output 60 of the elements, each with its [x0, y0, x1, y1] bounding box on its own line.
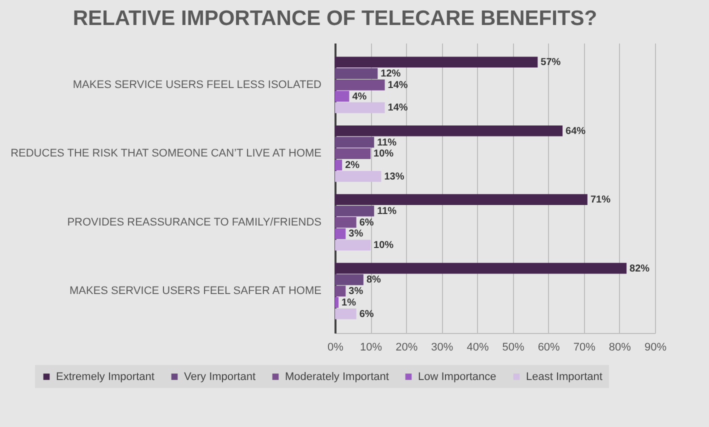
chart-title: RELATIVE IMPORTANCE OF TELECARE BENEFITS?	[72, 7, 598, 30]
data-label: 10%	[374, 240, 394, 252]
data-label: 12%	[380, 68, 401, 80]
data-label: 71%	[590, 194, 611, 206]
bar	[335, 102, 385, 114]
data-label: 3%	[348, 286, 364, 298]
bar	[335, 286, 346, 296]
x-tick-label: 90%	[644, 342, 667, 354]
data-label: 6%	[359, 308, 374, 320]
bar	[335, 262, 627, 274]
x-tick-label: 40%	[466, 342, 489, 354]
bar	[335, 136, 374, 148]
legend-label: Very Important	[184, 370, 256, 383]
data-label: 10%	[374, 148, 394, 160]
x-tick-label: 20%	[396, 342, 418, 354]
bar	[335, 274, 364, 286]
data-label: 11%	[377, 206, 397, 217]
data-label: 6%	[359, 217, 374, 228]
data-label: 11%	[377, 137, 397, 148]
data-label: 8%	[366, 274, 382, 286]
y-tick-label: REDUCES THE RISK THAT SOMEONE CAN’T LIVE AT HOME	[10, 148, 322, 160]
x-tick-label: 70%	[573, 342, 596, 354]
bar	[335, 171, 382, 182]
x-tick-label: 10%	[360, 342, 382, 354]
x-tick-label: 60%	[538, 342, 560, 354]
bar	[335, 148, 371, 160]
bar	[335, 90, 350, 102]
data-label: 2%	[345, 160, 360, 172]
y-tick-label: MAKES SERVICE USERS FEEL LESS ISOLATED	[72, 78, 322, 91]
x-tick-label: 80%	[608, 342, 632, 354]
data-label: 57%	[540, 57, 561, 68]
data-label: 1%	[342, 297, 356, 308]
bar	[335, 206, 374, 216]
x-tick-label: 50%	[502, 342, 524, 354]
data-label: 64%	[566, 126, 586, 137]
data-label: 82%	[630, 263, 650, 274]
bar	[335, 297, 339, 308]
data-label: 14%	[388, 102, 408, 114]
data-label: 14%	[388, 80, 408, 91]
bar	[335, 125, 563, 136]
bar	[335, 194, 588, 205]
data-label: 4%	[352, 91, 367, 102]
data-label: 3%	[348, 228, 364, 240]
legend-label: Moderately Important	[285, 370, 389, 383]
bar	[335, 80, 385, 90]
bar	[335, 240, 371, 251]
x-tick-label: 30%	[431, 342, 454, 354]
x-tick-label: 0%	[328, 342, 344, 354]
legend-label: Extremely Important	[56, 370, 154, 383]
bar	[335, 308, 356, 320]
y-tick-label: PROVIDES REASSURANCE TO FAMILY/FRIENDS	[67, 216, 322, 228]
bar	[335, 216, 356, 228]
legend-label: Low Importance	[418, 370, 496, 383]
bar	[335, 160, 342, 170]
legend-label: Least Important	[526, 370, 602, 383]
bar	[335, 228, 346, 240]
y-tick-label: MAKES SERVICE USERS FEEL SAFER AT HOME	[69, 285, 322, 298]
bar	[335, 56, 538, 68]
data-label: 13%	[384, 171, 404, 182]
bar	[335, 68, 378, 79]
